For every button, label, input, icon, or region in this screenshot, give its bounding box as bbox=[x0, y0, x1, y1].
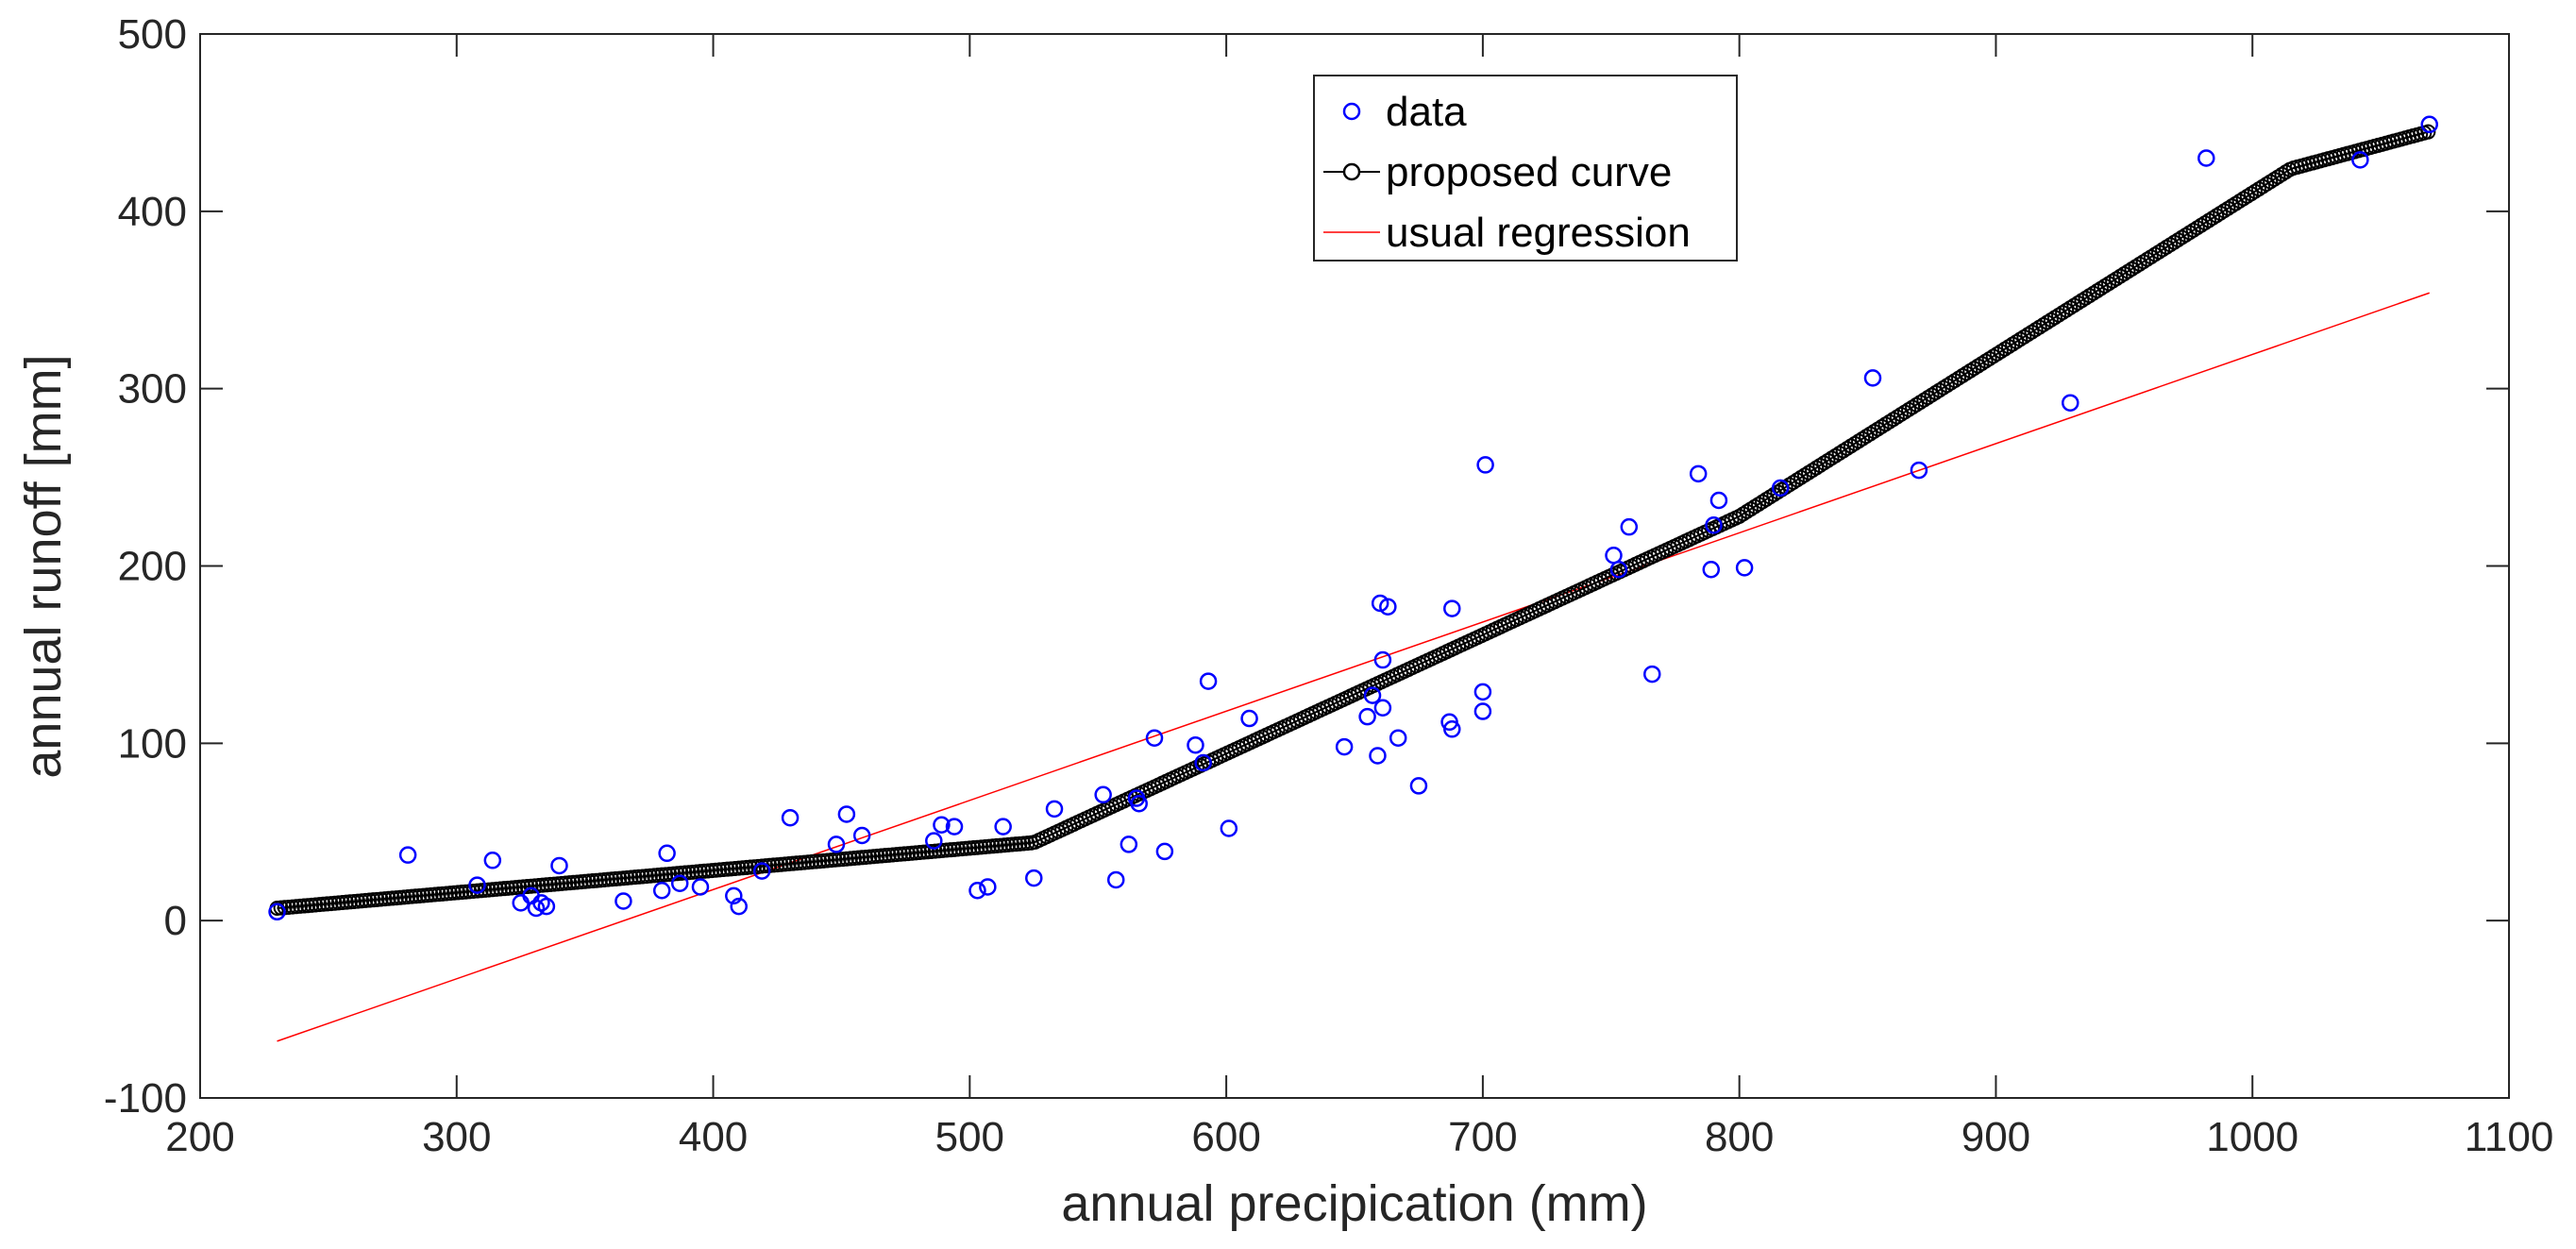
data-point-35 bbox=[1145, 729, 1164, 747]
data-point-51 bbox=[1409, 777, 1428, 795]
data-point-13 bbox=[670, 874, 689, 892]
data-point-38 bbox=[1194, 753, 1212, 772]
legend-data-marker bbox=[1342, 102, 1361, 121]
x-tick-label-1000: 1000 bbox=[2206, 1114, 2298, 1160]
x-tick-label-500: 500 bbox=[935, 1114, 1004, 1160]
legend-data-label: data bbox=[1386, 89, 1467, 135]
data-point-56 bbox=[1473, 702, 1492, 720]
x-tick-label-800: 800 bbox=[1705, 1114, 1774, 1160]
data-point-49 bbox=[1379, 598, 1397, 616]
data-point-1 bbox=[398, 846, 417, 864]
data-point-8 bbox=[537, 897, 556, 916]
data-point-73 bbox=[2420, 115, 2438, 134]
data-point-19 bbox=[827, 835, 846, 853]
data-point-71 bbox=[2197, 149, 2215, 167]
y-tick-label-400: 400 bbox=[118, 189, 187, 235]
data-point-65 bbox=[1709, 491, 1728, 510]
y-tick-label-200: 200 bbox=[118, 544, 187, 590]
data-point-44 bbox=[1363, 686, 1382, 704]
usual-regression-line bbox=[277, 292, 2430, 1042]
data-point-59 bbox=[1609, 561, 1628, 579]
data-point-47 bbox=[1373, 699, 1392, 717]
y-tick-label-100: 100 bbox=[118, 720, 187, 767]
proposed-curve-marker-559 bbox=[2420, 124, 2436, 140]
data-point-67 bbox=[1771, 479, 1790, 498]
data-point-18 bbox=[781, 808, 800, 827]
data-point-27 bbox=[994, 818, 1012, 835]
y-tick-label-300: 300 bbox=[118, 366, 187, 413]
data-point-14 bbox=[691, 878, 710, 896]
legend-regression-label: usual regression bbox=[1386, 210, 1691, 256]
data-point-23 bbox=[933, 816, 951, 834]
data-point-6 bbox=[527, 899, 546, 918]
data-point-42 bbox=[1335, 737, 1354, 756]
data-point-32 bbox=[1120, 835, 1138, 853]
data-point-48 bbox=[1373, 650, 1392, 669]
data-point-40 bbox=[1220, 819, 1238, 837]
regression-layer bbox=[277, 292, 2430, 1042]
data-point-28 bbox=[1025, 869, 1043, 887]
data-point-45 bbox=[1369, 747, 1387, 765]
data-point-30 bbox=[1094, 785, 1112, 804]
data-point-11 bbox=[652, 881, 671, 900]
y-tick-label-0: 0 bbox=[164, 898, 187, 944]
y-axis-label: annual runoff [mm] bbox=[15, 354, 72, 778]
data-points-layer bbox=[268, 115, 2438, 921]
legend-curve-label: proposed curve bbox=[1386, 149, 1672, 195]
data-point-10 bbox=[615, 892, 632, 910]
data-point-12 bbox=[658, 844, 676, 863]
legend-box bbox=[1313, 75, 1738, 262]
data-point-41 bbox=[1240, 709, 1258, 728]
data-point-43 bbox=[1358, 707, 1376, 726]
data-point-54 bbox=[1443, 599, 1461, 617]
y-tick-label-500: 500 bbox=[118, 11, 187, 58]
data-point-61 bbox=[1643, 665, 1661, 684]
data-point-20 bbox=[837, 805, 856, 823]
data-point-9 bbox=[550, 856, 568, 875]
data-point-26 bbox=[979, 878, 997, 896]
data-point-62 bbox=[1689, 464, 1708, 483]
data-point-72 bbox=[2351, 151, 2369, 169]
data-point-24 bbox=[945, 818, 964, 835]
data-point-66 bbox=[1735, 559, 1754, 577]
data-point-31 bbox=[1106, 870, 1125, 889]
y-tick-label--100: -100 bbox=[104, 1075, 187, 1122]
data-point-68 bbox=[1863, 369, 1882, 387]
x-tick-label-300: 300 bbox=[422, 1114, 491, 1160]
x-tick-label-1100: 1100 bbox=[2465, 1114, 2554, 1160]
data-point-60 bbox=[1620, 517, 1639, 536]
data-point-64 bbox=[1705, 516, 1723, 534]
x-tick-label-200: 200 bbox=[165, 1114, 234, 1160]
data-point-15 bbox=[725, 886, 743, 905]
data-point-34 bbox=[1130, 794, 1148, 813]
x-tick-label-400: 400 bbox=[679, 1114, 748, 1160]
data-point-63 bbox=[1702, 561, 1721, 579]
x-tick-label-600: 600 bbox=[1191, 1114, 1260, 1160]
data-point-36 bbox=[1155, 842, 1174, 861]
data-point-39 bbox=[1199, 672, 1218, 690]
data-point-69 bbox=[1910, 461, 1928, 480]
data-point-29 bbox=[1045, 800, 1064, 819]
legend-curve-marker bbox=[1342, 162, 1361, 181]
data-point-57 bbox=[1476, 456, 1494, 474]
x-axis-label: annual precipication (mm) bbox=[1061, 1175, 1647, 1232]
data-point-70 bbox=[2062, 394, 2079, 412]
data-point-0 bbox=[268, 903, 286, 921]
data-point-17 bbox=[752, 862, 771, 880]
x-tick-label-700: 700 bbox=[1448, 1114, 1517, 1160]
data-point-53 bbox=[1443, 720, 1461, 738]
data-point-50 bbox=[1389, 729, 1407, 747]
axis-ticks-layer: 200 300 400 500 600 700 800 900 1000 1100 -100 0 100… bbox=[104, 11, 2553, 1160]
data-point-55 bbox=[1473, 683, 1492, 701]
data-point-22 bbox=[925, 832, 943, 850]
data-point-16 bbox=[730, 897, 748, 916]
data-point-3 bbox=[483, 852, 502, 869]
data-point-25 bbox=[968, 881, 986, 900]
x-tick-label-900: 900 bbox=[1961, 1114, 2030, 1160]
data-point-37 bbox=[1187, 735, 1204, 754]
data-point-2 bbox=[468, 876, 486, 894]
legend: data proposed curve usual regression bbox=[1313, 75, 1738, 262]
data-point-21 bbox=[852, 826, 871, 845]
